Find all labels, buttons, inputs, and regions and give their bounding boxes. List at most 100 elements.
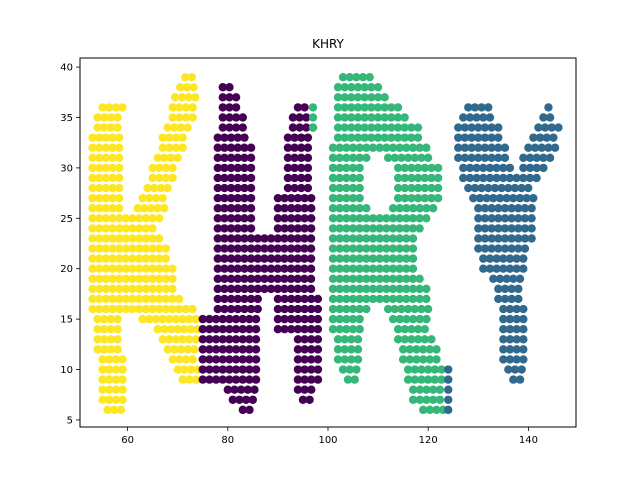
scatter-point-series-1 <box>220 153 229 163</box>
scatter-point-series-1 <box>246 173 256 183</box>
scatter-point-series-3 <box>444 405 453 415</box>
scatter-point-series-0 <box>101 153 111 163</box>
scatter-point-series-0 <box>161 284 171 294</box>
scatter-point-series-0 <box>141 234 151 243</box>
scatter-point-series-0 <box>182 83 192 92</box>
scatter-point-series-3 <box>459 163 468 173</box>
scatter-point-series-3 <box>529 193 538 203</box>
scatter-point-series-0 <box>114 274 124 283</box>
scatter-point-series-2 <box>328 204 338 213</box>
scatter-point-series-1 <box>233 294 242 304</box>
scatter-point-series-2 <box>360 113 369 122</box>
scatter-point-series-1 <box>273 294 283 304</box>
scatter-point-series-2 <box>402 294 411 304</box>
scatter-point-series-0 <box>134 214 144 223</box>
y-tick-label: 5 <box>67 415 73 426</box>
scatter-point-series-2 <box>417 365 426 374</box>
scatter-point-series-0 <box>121 284 131 294</box>
scatter-point-series-1 <box>213 284 222 294</box>
scatter-point-series-2 <box>432 355 441 364</box>
scatter-point-series-3 <box>502 193 511 203</box>
scatter-point-series-2 <box>402 224 411 233</box>
scatter-point-series-0 <box>101 204 111 213</box>
scatter-point-series-2 <box>367 133 376 142</box>
scatter-point-series-2 <box>333 83 343 92</box>
scatter-point-series-0 <box>88 294 97 304</box>
scatter-point-series-0 <box>88 304 97 314</box>
scatter-point-series-1 <box>293 375 303 384</box>
scatter-point-series-1 <box>293 274 302 283</box>
scatter-point-series-2 <box>340 355 349 364</box>
scatter-point-series-1 <box>300 254 309 263</box>
scatter-point-series-2 <box>328 304 338 314</box>
scatter-point-series-1 <box>205 355 214 364</box>
scatter-point-series-1 <box>266 234 276 243</box>
scatter-point-series-2 <box>343 375 353 384</box>
scatter-point-series-0 <box>106 123 116 132</box>
x-tick-label: 60 <box>121 435 134 446</box>
scatter-point-series-3 <box>529 133 538 142</box>
scatter-point-series-2 <box>402 284 411 294</box>
scatter-point-series-2 <box>360 103 369 112</box>
scatter-point-series-2 <box>427 193 436 203</box>
scatter-point-series-0 <box>134 274 144 283</box>
scatter-point-series-0 <box>168 103 177 112</box>
scatter-point-series-2 <box>395 234 404 243</box>
scatter-point-series-2 <box>328 254 338 263</box>
scatter-point-series-1 <box>300 314 309 324</box>
scatter-point-series-0 <box>94 274 104 283</box>
scatter-point-series-2 <box>355 183 364 193</box>
scatter-point-series-2 <box>400 123 409 132</box>
scatter-point-series-0 <box>140 204 149 213</box>
scatter-point-series-0 <box>161 264 171 273</box>
scatter-point-series-3 <box>514 284 523 294</box>
scatter-point-series-3 <box>467 133 476 142</box>
scatter-point-series-0 <box>151 193 161 203</box>
scatter-point-series-1 <box>273 274 282 283</box>
scatter-point-series-1 <box>220 234 229 243</box>
scatter-point-series-2 <box>353 345 363 354</box>
scatter-point-series-2 <box>427 163 436 173</box>
scatter-point-series-2 <box>335 193 344 203</box>
scatter-point-series-0 <box>106 325 116 334</box>
scatter-point-series-3 <box>512 345 521 354</box>
scatter-point-series-2 <box>348 193 358 203</box>
scatter-point-series-0 <box>114 304 124 314</box>
scatter-point-series-1 <box>233 133 242 142</box>
scatter-point-series-2 <box>408 294 418 304</box>
scatter-point-series-0 <box>114 294 124 304</box>
scatter-point-series-1 <box>307 193 316 203</box>
scatter-point-series-2 <box>407 123 416 132</box>
scatter-point-series-3 <box>544 143 553 152</box>
scatter-point-series-2 <box>393 123 403 132</box>
scatter-point-series-1 <box>226 304 236 314</box>
scatter-point-series-0 <box>94 214 104 223</box>
scatter-point-series-2 <box>422 143 431 152</box>
scatter-point-series-0 <box>108 153 117 163</box>
scatter-point-series-0 <box>148 163 157 173</box>
scatter-point-series-0 <box>128 294 137 304</box>
scatter-point-series-1 <box>238 365 247 374</box>
scatter-point-series-0 <box>93 113 102 122</box>
scatter-point-series-1 <box>307 325 316 334</box>
scatter-point-series-3 <box>485 254 495 263</box>
scatter-point-series-1 <box>213 254 222 263</box>
scatter-point-series-1 <box>307 375 316 384</box>
scatter-point-series-1 <box>287 294 296 304</box>
scatter-point-series-1 <box>307 385 316 394</box>
scatter-point-series-1 <box>240 133 249 142</box>
scatter-point-series-0 <box>88 274 97 283</box>
scatter-point-series-2 <box>420 193 429 203</box>
scatter-point-series-0 <box>101 173 111 183</box>
scatter-point-series-3 <box>494 153 503 163</box>
scatter-point-series-3 <box>520 244 530 253</box>
scatter-point-series-1 <box>233 244 242 253</box>
scatter-point-series-0 <box>168 304 177 314</box>
scatter-point-series-1 <box>300 365 309 374</box>
scatter-point-series-2 <box>348 173 358 183</box>
scatter-point-series-2 <box>335 153 344 163</box>
scatter-point-series-0 <box>153 325 162 334</box>
scatter-point-series-1 <box>213 133 222 142</box>
scatter-point-series-0 <box>154 234 164 243</box>
scatter-point-series-2 <box>353 133 363 142</box>
